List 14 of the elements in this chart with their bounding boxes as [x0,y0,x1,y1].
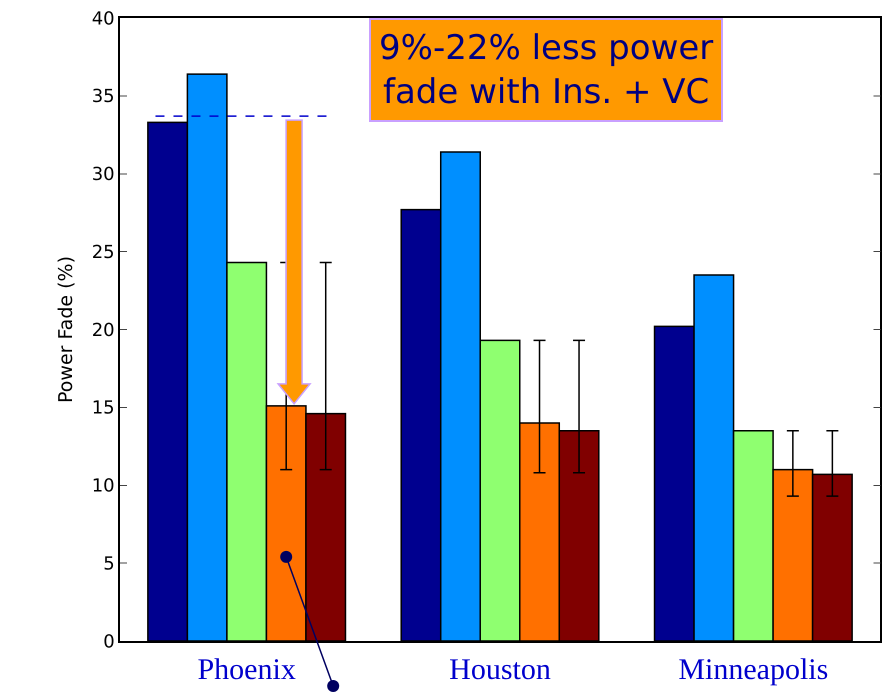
y-axis-title: Power Fade (%) [55,256,78,403]
y-tick-label: 40 [92,8,115,30]
x-tick-label: Houston [449,652,551,686]
y-tick-label: 5 [103,553,115,574]
y-tick-label: 0 [103,631,115,652]
y-tick-label: 15 [92,398,115,419]
x-tick-label: Phoenix [198,652,296,686]
x-tick-label: Minneapolis [678,652,828,686]
y-tick-label: 20 [92,320,115,341]
y-tick-label: 35 [92,86,115,108]
y-tick-label: 25 [92,242,115,263]
annotation: 9%-22% less power fade with Ins. + VC [379,28,714,112]
y-tick-label: 10 [92,476,115,497]
y-tick-label: 30 [92,164,115,186]
